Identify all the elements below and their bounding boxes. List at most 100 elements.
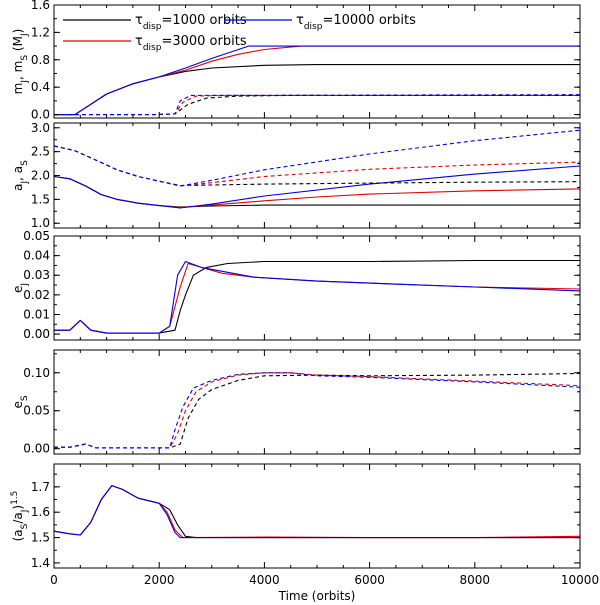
series-line-semimajor-5 <box>54 129 580 187</box>
y-tick-label: 0.05 <box>23 404 50 418</box>
y-tick-label: 3.0 <box>31 121 50 135</box>
series-line-eJ-2 <box>54 260 580 334</box>
series-line-eS-0 <box>54 372 580 449</box>
y-label-sub: J <box>20 181 30 185</box>
panel-semimajor: 1.01.52.02.53.0aJ, aS <box>11 121 581 230</box>
y-label-part: , <box>11 72 25 80</box>
y-label-part: a <box>11 166 25 173</box>
y-tick-label: 2.5 <box>31 145 50 159</box>
y-label-part: ( <box>11 46 25 55</box>
panel-eS: 0.00 0.05 0.10 eS <box>11 349 581 456</box>
panel-series-group <box>54 129 580 209</box>
panel-frame <box>53 349 581 455</box>
y-label-part: e <box>11 286 25 293</box>
y-tick-label: 1.7 <box>31 480 50 494</box>
y-label-part: a <box>11 529 25 536</box>
series-line-semimajor-1 <box>54 175 580 209</box>
y-tick-label: 1.5 <box>31 192 50 206</box>
panel-frame <box>53 122 581 229</box>
y-tick-label: 1.6 <box>31 505 50 519</box>
y-label-sub: J <box>20 33 30 37</box>
panel-masses: 0.0 0.4 0.8 1.2 1.6 mJ, mS (MJ) <box>11 0 581 122</box>
x-tick-label: 4000 <box>249 573 280 587</box>
x-axis-label: Time (orbits) <box>278 589 356 603</box>
y-label-part: M <box>11 36 25 46</box>
y-tick-label: 0.00 <box>23 327 50 341</box>
legend-rest: =1000 orbits <box>161 13 246 28</box>
legend-label-0: τdisp=1000 orbits <box>135 13 247 32</box>
panel-series-group <box>54 259 580 334</box>
y-tick-label: 1.2 <box>31 25 50 39</box>
y-label-part: ( <box>11 537 25 542</box>
y-tick-label: 0.01 <box>23 307 50 321</box>
y-axis-label-eJ: eJ <box>11 283 30 293</box>
series-line-semimajor-4 <box>54 145 580 187</box>
series-line-masses-1 <box>54 45 580 116</box>
series-line-masses-2 <box>54 45 580 116</box>
y-tick-label: 1.0 <box>31 216 50 230</box>
legend-tau: τ <box>135 13 143 28</box>
y-label-part: a <box>11 184 25 191</box>
legend-tau: τ <box>296 13 304 28</box>
y-tick-label: 0.0 <box>31 108 50 122</box>
y-axis-label-masses: mJ, mS (MJ) <box>11 29 30 95</box>
series-line-semimajor-3 <box>54 145 580 187</box>
y-label-part: m <box>11 61 25 73</box>
y-label-sub: S <box>20 160 30 166</box>
legend-tau: τ <box>135 34 143 49</box>
legend-sub: disp <box>143 43 162 53</box>
series-line-eJ-0 <box>54 259 580 334</box>
y-tick-label: 0.05 <box>23 229 50 243</box>
legend-sub: disp <box>304 22 323 32</box>
series-line-masses-0 <box>54 64 580 116</box>
series-line-ratio-0 <box>54 485 580 539</box>
y-tick-label: 0.8 <box>31 53 50 67</box>
y-label-sub: S <box>20 55 30 61</box>
y-label-sub: S <box>20 523 30 529</box>
y-label-sup: 1.5 <box>10 491 20 505</box>
panel-ratio: 1.41.51.61.7(aS/aJ)1.50 2000 4000 6000 8000 1… <box>10 463 599 587</box>
y-tick-label: 1.5 <box>31 531 50 545</box>
legend-rest: =3000 orbits <box>161 34 246 49</box>
y-tick-label: 0.4 <box>31 80 50 94</box>
series-line-masses-5 <box>54 94 580 116</box>
y-label-sub: J <box>20 510 30 514</box>
legend-sub: disp <box>143 22 162 32</box>
panel-eJ: 0.00 0.01 0.02 0.03 0.04 0.05 eJ <box>11 229 581 341</box>
x-tick-label: 2000 <box>144 573 175 587</box>
legend-label-2: τdisp=10000 orbits <box>296 13 416 32</box>
y-label-sub: J <box>20 80 30 84</box>
series-line-ratio-1 <box>54 485 580 539</box>
series-line-eS-2 <box>54 372 580 449</box>
y-axis-label-semimajor: aJ, aS <box>11 160 30 191</box>
y-label-part: / <box>11 519 25 524</box>
series-line-masses-4 <box>54 94 580 116</box>
y-tick-label: 0.04 <box>23 249 50 263</box>
y-axis-label-ratio: (aS/aJ)1.5 <box>10 491 30 542</box>
series-line-ratio-2 <box>54 485 580 539</box>
y-tick-label: 0.03 <box>23 268 50 282</box>
y-tick-label: 0.00 <box>23 442 50 456</box>
legend-rest: =10000 orbits <box>322 13 416 28</box>
y-tick-label: 0.10 <box>23 366 50 380</box>
y-axis-label-eS: eS <box>11 395 30 408</box>
y-label-part: a <box>11 512 25 519</box>
y-label-part: , <box>11 173 25 181</box>
panel-frame <box>53 463 581 569</box>
y-label-part: e <box>11 401 25 408</box>
series-line-semimajor-2 <box>54 165 580 209</box>
y-label-part: m <box>11 83 25 95</box>
panel-series-group <box>54 372 580 449</box>
panel-series-group <box>54 485 580 539</box>
y-label-sub: S <box>20 395 30 401</box>
y-tick-label: 1.4 <box>31 556 50 570</box>
legend-label-1: τdisp=3000 orbits <box>135 34 247 53</box>
y-tick-label: 1.6 <box>31 0 50 12</box>
panel-series-group <box>54 45 580 116</box>
series-line-eS-1 <box>54 372 580 449</box>
series-line-eJ-1 <box>54 262 580 334</box>
y-tick-label: 0.02 <box>23 288 50 302</box>
x-tick-label: 6000 <box>354 573 385 587</box>
